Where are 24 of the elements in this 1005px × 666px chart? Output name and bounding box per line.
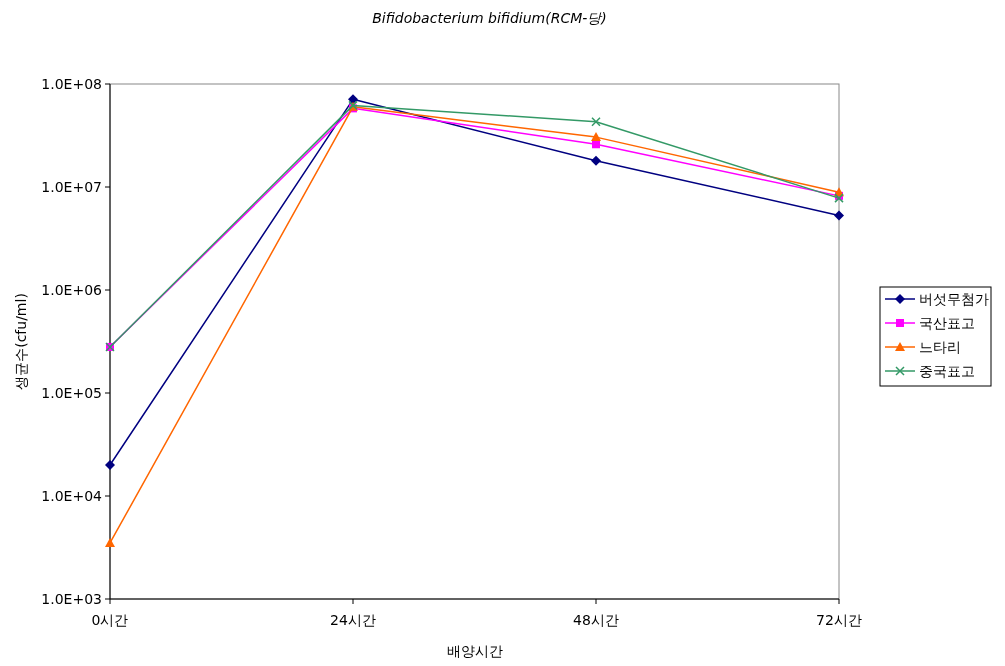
y-tick-label: 1.0E+06 xyxy=(41,282,103,298)
x-tick-label: 72시간 xyxy=(816,612,862,628)
point xyxy=(591,117,601,127)
y-tick-label: 1.0E+03 xyxy=(41,591,102,607)
y-axis-title: 생균수(cfu/ml) xyxy=(13,293,29,390)
chart-title: Bifidobacterium bifidium(RCM-당) xyxy=(372,10,607,26)
x-tick-label: 0시간 xyxy=(91,612,129,628)
legend-label: 국산표고 xyxy=(919,315,975,331)
point xyxy=(105,537,115,547)
point xyxy=(105,459,115,470)
point xyxy=(348,94,358,105)
y-tick-label: 1.0E+07 xyxy=(41,179,102,195)
x-tick-label: 24시간 xyxy=(330,612,376,628)
x-tick-label: 48시간 xyxy=(573,612,619,628)
y-tick-label: 1.0E+04 xyxy=(41,488,103,504)
point xyxy=(591,132,601,142)
legend-label: 느타리 xyxy=(919,339,961,355)
y-tick-label: 1.0E+08 xyxy=(41,76,102,92)
y-tick-label: 1.0E+05 xyxy=(41,385,102,401)
legend-label: 중국표고 xyxy=(919,363,975,379)
point xyxy=(834,210,844,221)
x-axis-title: 배양시간 xyxy=(446,643,503,659)
point xyxy=(591,155,601,166)
legend-label: 버섯무첨가 xyxy=(919,291,989,307)
